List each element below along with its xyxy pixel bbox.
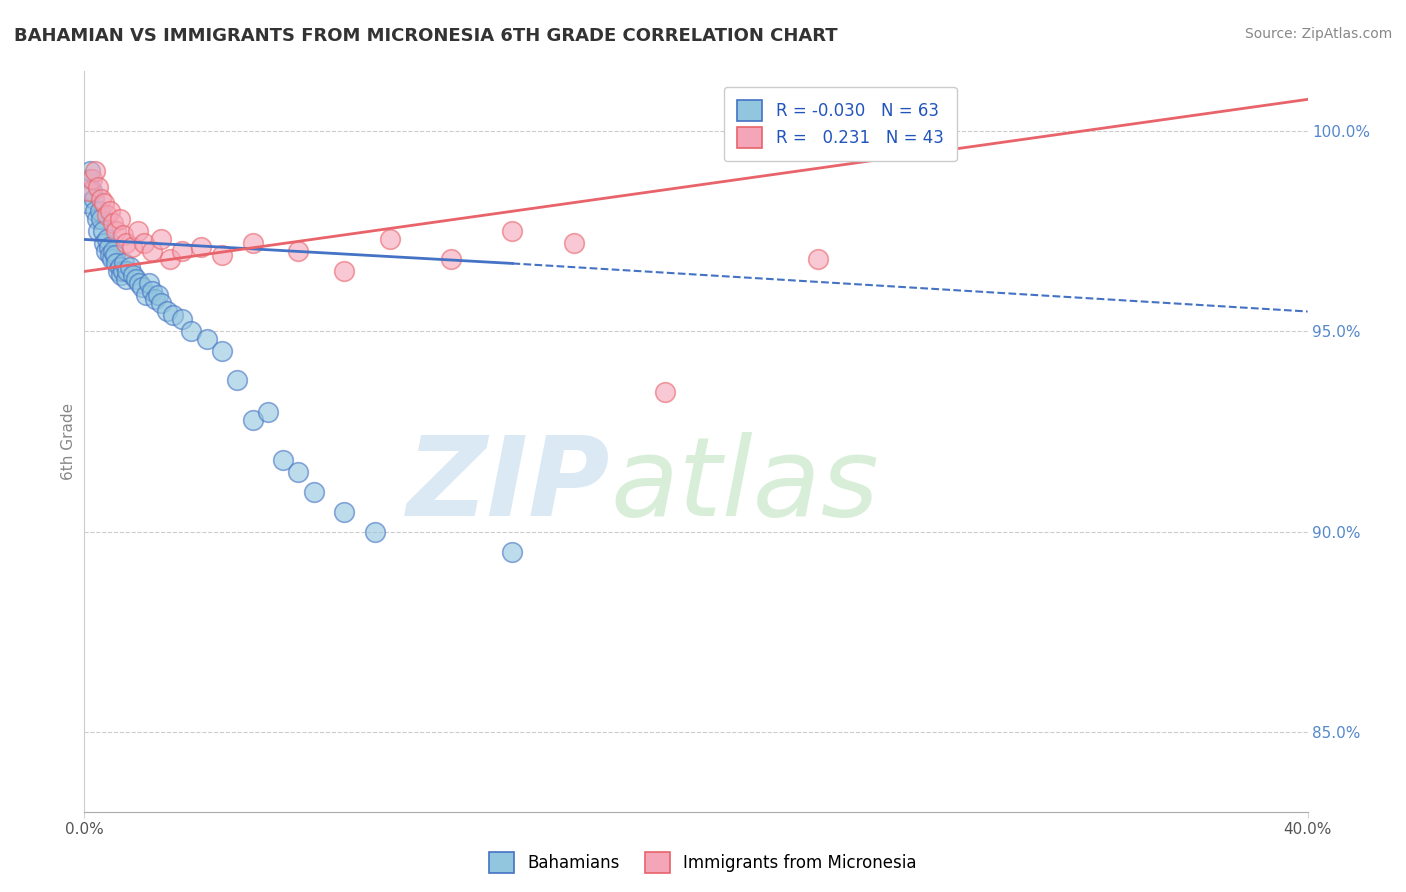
Point <box>226 372 249 386</box>
Point <box>96 232 118 246</box>
Point <box>128 277 150 291</box>
Point <box>94 244 117 259</box>
Point <box>211 248 233 262</box>
Text: BAHAMIAN VS IMMIGRANTS FROM MICRONESIA 6TH GRADE CORRELATION CHART: BAHAMIAN VS IMMIGRANTS FROM MICRONESIA 6… <box>14 27 838 45</box>
Point <box>87 180 110 194</box>
Text: atlas: atlas <box>610 433 879 540</box>
Point <box>107 264 129 278</box>
Point <box>146 288 169 302</box>
Point <box>135 288 157 302</box>
Point <box>143 293 166 307</box>
Legend: R = -0.030   N = 63, R =   0.231   N = 43: R = -0.030 N = 63, R = 0.231 N = 43 <box>724 87 956 161</box>
Point <box>121 240 143 254</box>
Point <box>84 204 107 219</box>
Point <box>156 304 179 318</box>
Point <box>149 296 172 310</box>
Point <box>162 309 184 323</box>
Point <box>93 196 115 211</box>
Point <box>125 272 148 286</box>
Point <box>108 212 131 227</box>
Point <box>242 412 264 426</box>
Point <box>149 232 172 246</box>
Point <box>105 256 128 270</box>
Point <box>90 193 112 207</box>
Point <box>380 232 402 246</box>
Point <box>111 264 134 278</box>
Point <box>654 384 676 399</box>
Point <box>440 252 463 267</box>
Point <box>84 164 107 178</box>
Point <box>101 252 124 267</box>
Text: Source: ZipAtlas.com: Source: ZipAtlas.com <box>1244 27 1392 41</box>
Point <box>141 285 163 299</box>
Point <box>90 212 112 227</box>
Point <box>333 264 356 278</box>
Point <box>138 277 160 291</box>
Point <box>80 172 103 186</box>
Point <box>112 256 135 270</box>
Point <box>86 212 108 227</box>
Point <box>114 236 136 251</box>
Point <box>502 544 524 558</box>
Point <box>502 224 524 238</box>
Point <box>76 196 98 211</box>
Point <box>87 224 110 238</box>
Point <box>333 505 356 519</box>
Point <box>287 244 309 259</box>
Point <box>111 228 134 243</box>
Point <box>98 248 121 262</box>
Point <box>211 344 233 359</box>
Point <box>132 236 155 251</box>
Point <box>96 209 118 223</box>
Point <box>103 244 125 259</box>
Point <box>80 185 103 199</box>
Point <box>77 185 100 199</box>
Point <box>242 236 264 251</box>
Point <box>91 224 114 238</box>
Point <box>195 333 218 347</box>
Point <box>83 193 105 207</box>
Y-axis label: 6th Grade: 6th Grade <box>60 403 76 480</box>
Point <box>79 164 101 178</box>
Point <box>190 240 212 254</box>
Point <box>562 236 585 251</box>
Point <box>141 244 163 259</box>
Point <box>93 236 115 251</box>
Point <box>172 244 194 259</box>
Point <box>77 172 100 186</box>
Point <box>302 484 325 499</box>
Point <box>159 252 181 267</box>
Point <box>180 325 202 339</box>
Point <box>108 260 131 275</box>
Point <box>104 248 127 262</box>
Text: ZIP: ZIP <box>406 433 610 540</box>
Point <box>98 204 121 219</box>
Point <box>89 204 111 219</box>
Point <box>114 272 136 286</box>
Point <box>807 252 830 267</box>
Point <box>172 312 194 326</box>
Point <box>287 465 309 479</box>
Legend: Bahamians, Immigrants from Micronesia: Bahamians, Immigrants from Micronesia <box>482 846 924 880</box>
Point <box>120 260 142 275</box>
Point <box>257 404 280 418</box>
Point <box>110 268 132 283</box>
Point <box>97 240 120 254</box>
Point <box>127 224 149 238</box>
Point <box>364 524 387 539</box>
Point <box>122 268 145 283</box>
Point <box>115 264 138 278</box>
Point <box>103 216 125 230</box>
Point <box>271 452 294 467</box>
Point <box>131 280 153 294</box>
Point <box>105 224 128 238</box>
